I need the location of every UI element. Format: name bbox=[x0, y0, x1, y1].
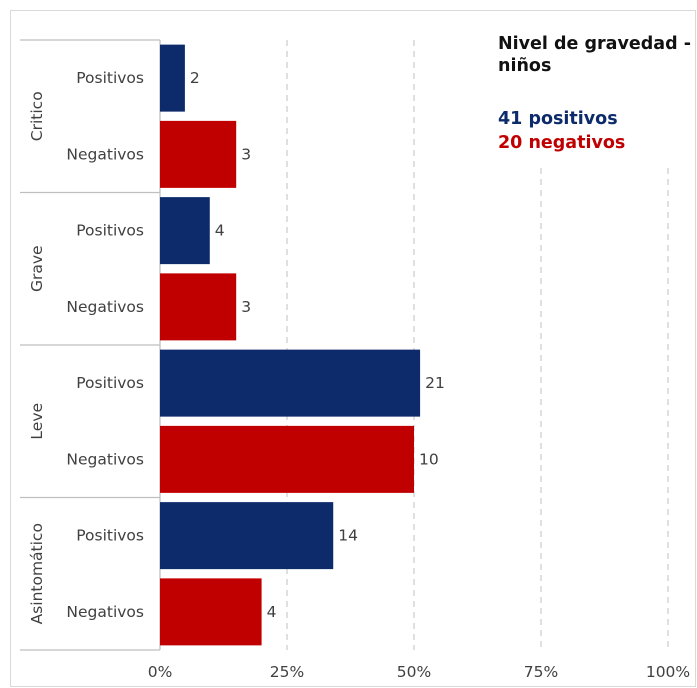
group-label: Critico bbox=[28, 91, 46, 141]
data-label: 10 bbox=[419, 450, 439, 468]
negativos-summary: 20 negativos bbox=[498, 133, 626, 153]
data-label: 4 bbox=[267, 603, 277, 621]
data-label: 4 bbox=[215, 222, 225, 240]
x-tick-label: 100% bbox=[646, 663, 690, 681]
group-label: Grave bbox=[28, 245, 46, 292]
group-label: Leve bbox=[28, 403, 46, 440]
x-tick-label: 75% bbox=[524, 663, 558, 681]
category-label: Negativos bbox=[66, 298, 144, 316]
x-tick-label: 0% bbox=[148, 663, 173, 681]
bar-positivos bbox=[160, 197, 210, 265]
bar-negativos bbox=[160, 273, 237, 341]
x-tick-label: 25% bbox=[270, 663, 304, 681]
data-label: 14 bbox=[338, 527, 358, 545]
bar-positivos bbox=[160, 502, 334, 570]
data-label: 3 bbox=[241, 145, 251, 163]
category-label: Negativos bbox=[66, 450, 144, 468]
group-label: Asintomático bbox=[28, 523, 46, 624]
category-label: Positivos bbox=[76, 374, 144, 392]
bar-negativos bbox=[160, 120, 237, 188]
data-label: 2 bbox=[190, 69, 200, 87]
positivos-summary: 41 positivos bbox=[498, 109, 618, 129]
x-tick-label: 50% bbox=[397, 663, 431, 681]
category-label: Positivos bbox=[76, 527, 144, 545]
category-label: Negativos bbox=[66, 603, 144, 621]
bar-negativos bbox=[160, 425, 414, 493]
chart-frame bbox=[10, 10, 696, 687]
chart-title: Nivel de gravedad - niños bbox=[498, 34, 691, 76]
bar-positivos bbox=[160, 44, 185, 112]
category-label: Negativos bbox=[66, 145, 144, 163]
category-label: Positivos bbox=[76, 222, 144, 240]
bar-negativos bbox=[160, 578, 262, 646]
bar-positivos bbox=[160, 349, 421, 417]
category-label: Positivos bbox=[76, 69, 144, 87]
data-label: 21 bbox=[425, 374, 445, 392]
data-label: 3 bbox=[241, 298, 251, 316]
